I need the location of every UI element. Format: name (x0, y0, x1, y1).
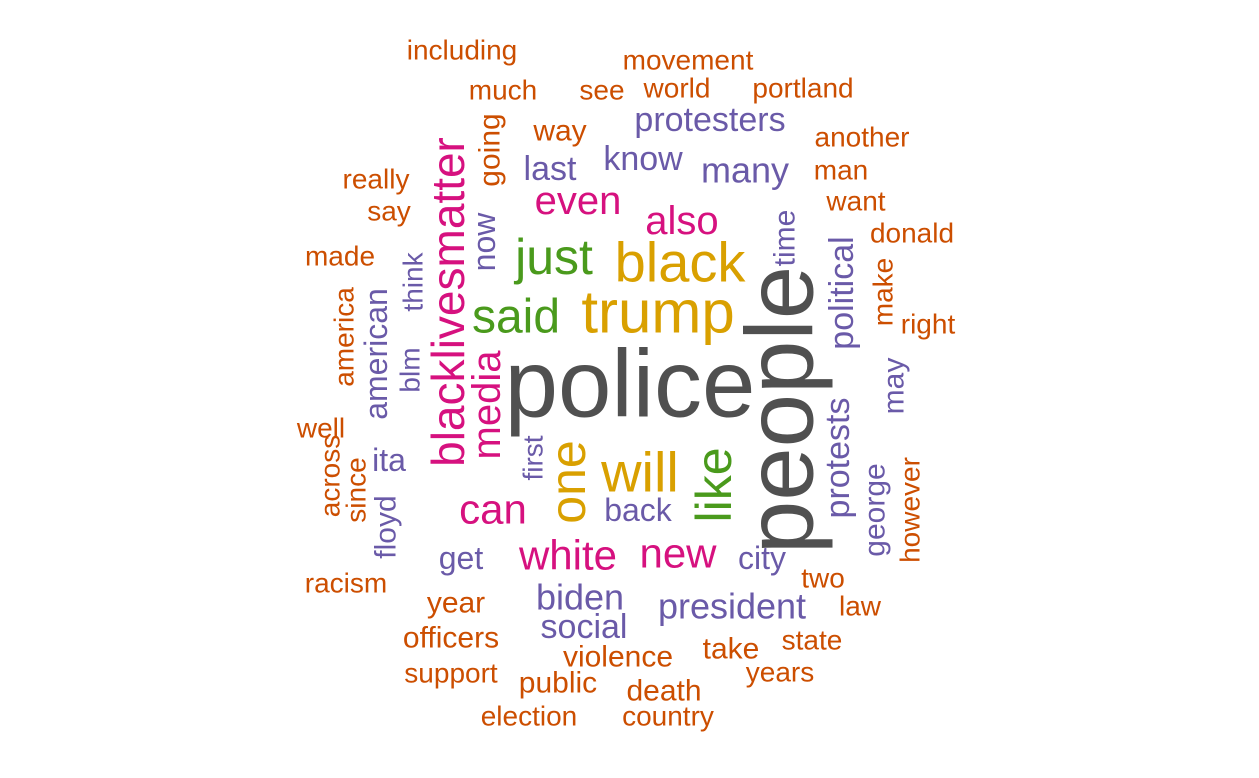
word-protests: protests (819, 398, 857, 519)
word-donald: donald (870, 218, 954, 249)
word-president: president (658, 586, 806, 627)
word-last: last (524, 150, 577, 188)
word-white: white (518, 532, 617, 579)
word-george: george (859, 463, 892, 556)
word-police: police (505, 331, 756, 438)
word-know: know (603, 140, 683, 178)
word-just: just (513, 229, 593, 285)
word-election: election (481, 701, 578, 732)
word-floyd: floyd (370, 495, 403, 558)
word-across: across (315, 435, 346, 517)
word-two: two (801, 563, 845, 594)
word-country: country (622, 701, 714, 732)
word-take: take (703, 633, 760, 666)
word-back: back (604, 492, 673, 528)
word-world: world (643, 73, 711, 104)
word-portland: portland (752, 73, 853, 104)
word-political: political (823, 236, 861, 349)
word-going: going (474, 113, 507, 186)
word-law: law (839, 591, 882, 622)
word-city: city (738, 540, 786, 576)
word-new: new (639, 530, 717, 577)
word-another: another (815, 122, 910, 153)
word-like: like (686, 447, 742, 522)
word-say: say (367, 196, 411, 227)
word-first: first (518, 435, 549, 480)
word-racism: racism (305, 568, 387, 599)
word-now: now (466, 212, 502, 272)
word-will: will (600, 441, 679, 504)
word-right: right (901, 309, 956, 340)
word-america: america (329, 287, 360, 387)
word-much: much (469, 75, 537, 106)
word-years: years (746, 657, 814, 688)
word-ita: ita (372, 442, 406, 478)
word-well: well (296, 413, 345, 444)
word-man: man (814, 155, 868, 186)
word-want: want (825, 186, 885, 217)
word-blm: blm (395, 347, 426, 392)
word-american: american (358, 288, 394, 420)
word-many: many (701, 150, 789, 191)
word-way: way (532, 115, 586, 148)
word-protesters: protesters (634, 101, 785, 139)
word-state: state (782, 625, 843, 656)
word-get: get (439, 540, 484, 576)
word-blacklivesmatter: blacklivesmatter (422, 137, 474, 467)
word-may: may (878, 358, 911, 415)
word-public: public (519, 667, 597, 700)
word-social: social (541, 608, 628, 646)
word-also: also (645, 199, 718, 243)
word-however: however (895, 457, 926, 563)
word-officers: officers (403, 622, 499, 655)
word-year: year (427, 587, 485, 620)
word-one: one (540, 440, 596, 523)
word-trump: trump (581, 279, 734, 346)
word-think: think (398, 251, 429, 311)
word-time: time (769, 210, 802, 267)
word-made: made (305, 241, 375, 272)
word-said: said (472, 291, 560, 344)
word-including: including (407, 35, 518, 66)
word-media: media (465, 350, 509, 460)
word-death: death (626, 675, 701, 708)
word-black: black (615, 231, 747, 294)
word-support: support (404, 658, 498, 689)
word-since: since (341, 457, 372, 522)
word-violence: violence (563, 641, 673, 674)
word-biden: biden (536, 577, 624, 618)
word-movement: movement (623, 45, 754, 76)
word-can: can (459, 486, 527, 533)
word-really: really (343, 164, 410, 195)
word-people: people (727, 266, 834, 554)
word-make: make (868, 258, 899, 326)
word-even: even (535, 179, 622, 223)
word-see: see (579, 75, 624, 106)
